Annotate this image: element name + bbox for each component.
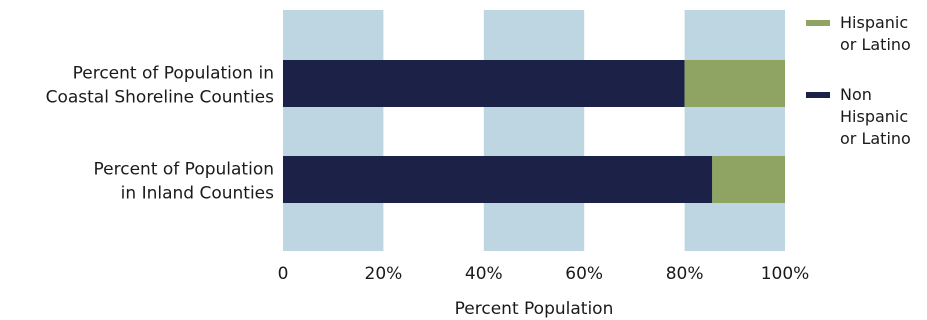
bar-segment <box>684 60 785 107</box>
legend: Hispanic or Latino Non Hispanic or Latino <box>806 13 911 148</box>
x-tick-label: 60% <box>565 264 603 284</box>
bars <box>283 60 785 203</box>
background-band <box>684 10 785 251</box>
category-label: Percent of Population in Inland Counties <box>94 160 275 204</box>
x-tick-label: 80% <box>666 264 704 284</box>
legend-label: Non Hispanic or Latino <box>840 85 911 148</box>
x-tick-label: 40% <box>465 264 503 284</box>
bar-segment <box>283 156 713 203</box>
legend-swatch <box>806 92 830 98</box>
background-band <box>483 10 585 251</box>
legend-swatch <box>806 20 830 26</box>
background-band <box>283 10 384 251</box>
category-label: Percent of Population in Coastal Shorelin… <box>46 64 275 108</box>
legend-label: Hispanic or Latino <box>840 13 911 54</box>
bar-segment <box>712 156 785 203</box>
bar-segment <box>283 60 685 107</box>
x-tick-label: 100% <box>761 264 810 284</box>
x-tick-label: 20% <box>365 264 403 284</box>
background-bands <box>283 10 785 251</box>
category-labels: Percent of Population in Coastal Shorelin… <box>46 64 275 204</box>
x-tick-label: 0 <box>278 264 289 284</box>
x-tick-labels: 0 20% 40% 60% 80% 100% <box>278 264 810 284</box>
x-axis-title: Percent Population <box>455 299 614 319</box>
